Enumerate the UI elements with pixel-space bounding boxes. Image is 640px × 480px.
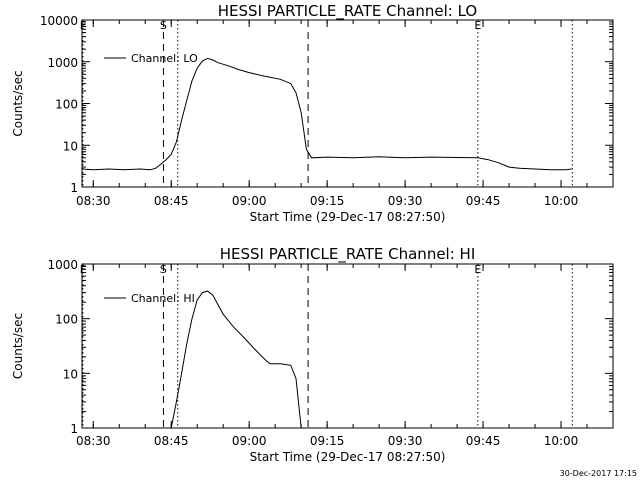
- panel-1-x-tick-label: 09:00: [232, 194, 267, 208]
- panel-1-y-tick-label: 10000: [40, 14, 78, 28]
- panel-2-y-axis-label: Counts/sec: [11, 313, 25, 379]
- panel-1-y-tick-label: 1: [70, 181, 78, 195]
- panel-2-x-tick-label: 10:00: [544, 434, 579, 448]
- panel-1-y-tick-label: 1000: [47, 56, 78, 70]
- panel-2-marker-label: E: [474, 263, 481, 276]
- panel-2-x-tick-label: 09:45: [466, 434, 501, 448]
- panel-1-y-tick-label: 100: [55, 98, 78, 112]
- panel-1-x-axis-label: Start Time (29-Dec-17 08:27:50): [250, 210, 446, 224]
- panel-1-x-tick-label: 09:45: [466, 194, 501, 208]
- panel-2-y-tick-label: 100: [55, 313, 78, 327]
- panel-2-y-tick-label: 1000: [47, 258, 78, 272]
- panel-1-y-tick-label: 10: [63, 139, 78, 153]
- panel-2-x-tick-label: 09:00: [232, 434, 267, 448]
- panel-1-x-tick-label: 09:30: [388, 194, 423, 208]
- panel-2-title: HESSI PARTICLE_RATE Channel: HI: [220, 245, 476, 264]
- panel-1-series-line: [82, 57, 572, 171]
- panel-1-x-tick-label: 09:15: [310, 194, 345, 208]
- panel-1-title: HESSI PARTICLE_RATE Channel: LO: [218, 2, 477, 21]
- panel-2-x-tick-label: 09:30: [388, 434, 423, 448]
- panel-1-y-axis-label: Counts/sec: [11, 70, 25, 136]
- panel-1-x-tick-label: 10:00: [544, 194, 579, 208]
- panel-2-frame: [81, 263, 614, 429]
- panel-1-legend-label: Channel: LO: [131, 52, 198, 65]
- panel-1-marker-label: S: [160, 19, 167, 32]
- footer-timestamp: 30-Dec-2017 17:15: [560, 469, 637, 478]
- panel-2-x-tick-label: 08:30: [76, 434, 111, 448]
- panel-1-frame: [81, 19, 614, 188]
- panel-2-marker-label: F: [80, 263, 86, 276]
- panel-2-x-tick-label: 09:15: [310, 434, 345, 448]
- panel-2-legend-label: Channel: HI: [131, 292, 195, 305]
- panel-1: HESSI PARTICLE_RATE Channel: LO 08:30 08:4…: [11, 2, 614, 224]
- panel-2-series-line: [170, 290, 302, 428]
- panel-1-marker-label: E: [474, 19, 481, 32]
- panel-2-marker-label: S: [160, 263, 167, 276]
- panel-1-x-tick-label: 08:45: [154, 194, 189, 208]
- panel-2-y-tick-label: 1: [70, 422, 78, 436]
- panel-2-x-tick-label: 08:45: [154, 434, 189, 448]
- panel-2: HESSI PARTICLE_RATE Channel: HI 08:30 08:4…: [11, 245, 614, 464]
- panel-1-marker-label: F: [80, 19, 86, 32]
- panel-2-x-axis-label: Start Time (29-Dec-17 08:27:50): [250, 450, 446, 464]
- panel-1-x-tick-label: 08:30: [76, 194, 111, 208]
- panel-2-y-tick-label: 10: [63, 367, 78, 381]
